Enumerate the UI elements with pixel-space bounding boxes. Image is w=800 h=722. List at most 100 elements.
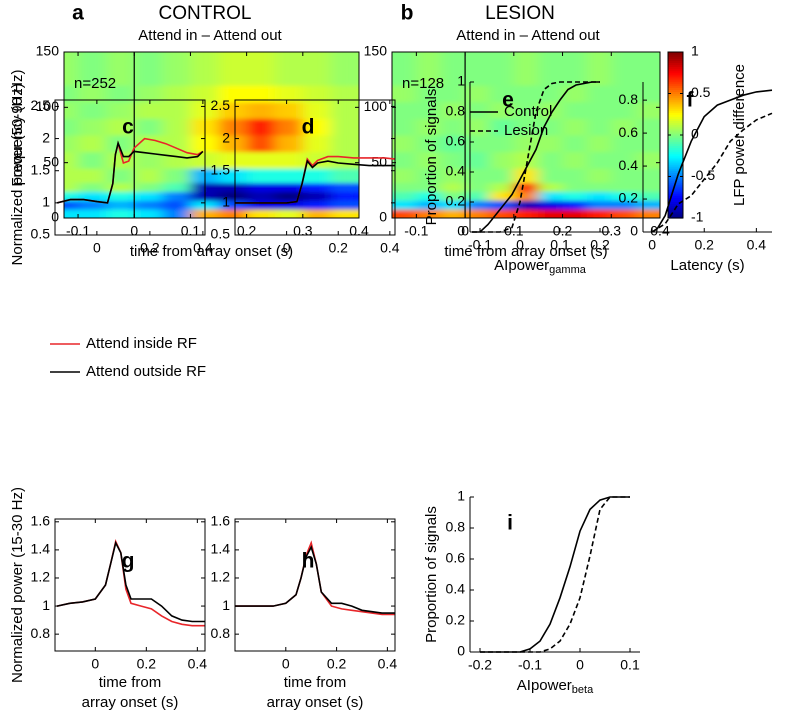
colorbar-swatch [668, 108, 683, 111]
heatmap-cell [416, 191, 442, 201]
x-axis-label-main: time from array onset (s) [130, 243, 293, 260]
heatmap-cell [440, 52, 466, 86]
heatmap-cell [611, 191, 637, 201]
heatmap-cell [392, 135, 417, 153]
y-axis-label: Proportion of signals [423, 89, 440, 226]
heatmap-cell [218, 151, 248, 169]
y-tick-label: 0.5 [31, 226, 51, 242]
x-axis-label: AIpowerbeta [517, 677, 594, 696]
heatmap-cell [392, 191, 417, 201]
heatmap-cell [513, 101, 539, 119]
heatmap-cell [513, 191, 539, 201]
x-axis-label-subscript: beta [572, 684, 594, 696]
heatmap-cell [562, 200, 588, 210]
legend-label: Control [504, 103, 552, 120]
x-tick-label: 0.2 [140, 240, 160, 256]
y-tick-label: 2 [222, 129, 230, 145]
panel: -0.2 -0.1 0 0.1 0 0.2 0.4 0.6 0.8 1 i Proportion of… [423, 488, 640, 696]
heatmap-cell [465, 191, 490, 201]
heatmap-cell [416, 182, 442, 192]
panel-letter: a [72, 2, 84, 25]
heatmap-cell [274, 101, 304, 119]
y-tick-label: 1.4 [211, 541, 231, 557]
x-axis-label: time from array onset (s) [130, 243, 293, 260]
heatmap-cell [538, 118, 564, 136]
x-tick-label: 0 [576, 657, 584, 673]
colorbar-swatch [668, 199, 683, 202]
x-axis-label-subscript: gamma [549, 264, 587, 276]
heatmap-cell [440, 200, 466, 210]
colorbar-swatch [668, 135, 683, 138]
colorbar-swatch [668, 70, 683, 74]
heatmap-cell [635, 209, 660, 218]
x-axis-label: Latency (s) [670, 257, 744, 274]
data-line [235, 540, 395, 616]
heatmap-cell [246, 191, 276, 201]
x-tick-label: -0.1 [66, 223, 90, 239]
heatmap-cell [465, 135, 490, 153]
y-tick-label: 1 [222, 597, 230, 613]
colorbar-swatch [668, 68, 683, 72]
heatmap-cell [246, 209, 276, 218]
colorbar-swatch [668, 97, 683, 101]
heatmap-cell [489, 168, 515, 184]
colorbar-swatch [668, 64, 683, 68]
heatmap-cell [513, 85, 539, 103]
heatmap-cell [465, 151, 490, 169]
heatmap-cell [64, 118, 79, 136]
data-line [235, 544, 395, 614]
x-tick-label: 0.4 [188, 656, 208, 672]
heatmap-cell [274, 52, 304, 86]
heatmap-cell [162, 182, 191, 192]
colorbar-swatch [668, 89, 683, 93]
heatmap-cell [465, 85, 490, 103]
y-tick-label: 1.5 [211, 161, 231, 177]
heatmap-cell [330, 101, 359, 119]
y-tick-label: 1 [222, 194, 230, 210]
colorbar-swatch [668, 213, 683, 217]
heatmap-cell [106, 118, 135, 136]
heatmap-cells [64, 52, 359, 218]
heatmap-cell [246, 118, 276, 136]
heatmap-cell [489, 200, 515, 210]
heatmap-cell [392, 118, 417, 136]
heatmap-cell [218, 101, 248, 119]
x-tick-label: 0.1 [504, 223, 524, 239]
colorbar-swatch [668, 141, 683, 144]
y-tick-label: 1.5 [31, 161, 51, 177]
colorbar-swatch [668, 128, 683, 132]
colorbar-swatch [668, 83, 683, 86]
x-axis-label-main: AIpower [494, 257, 549, 274]
heatmap-cell [64, 135, 79, 153]
heatmap-cell [416, 151, 442, 169]
heatmap-cell [392, 101, 417, 119]
colorbar-swatch [668, 132, 683, 136]
colorbar-swatch [668, 195, 683, 198]
colorbar-swatch [668, 91, 683, 95]
heatmap-cell [162, 151, 191, 169]
heatmap-cell [246, 85, 276, 103]
x-tick-label: -0.1 [404, 223, 428, 239]
colorbar-swatch [668, 116, 683, 119]
heatmap-cell [302, 118, 332, 136]
heatmap-cell [465, 118, 490, 136]
heatmap-cell [586, 182, 612, 192]
heatmap-cell [635, 85, 660, 103]
heatmap-cell [134, 191, 163, 201]
heatmap-cell [274, 135, 304, 153]
x-axis-label: array onset (s) [82, 694, 179, 711]
heatmap-cell [562, 151, 588, 169]
panel-title: LESION [485, 3, 555, 24]
heatmap-cell [106, 182, 135, 192]
x-tick-label: 0.2 [237, 223, 257, 239]
heatmap-cell [416, 135, 442, 153]
heatmap-cell [134, 151, 163, 169]
heatmap-cell [611, 151, 637, 169]
x-tick-label: 0.2 [137, 656, 157, 672]
heatmap-cell [64, 200, 79, 210]
heatmap-cell [440, 85, 466, 103]
panel-letter: e [502, 89, 514, 112]
y-tick-label: 2.5 [31, 97, 51, 113]
